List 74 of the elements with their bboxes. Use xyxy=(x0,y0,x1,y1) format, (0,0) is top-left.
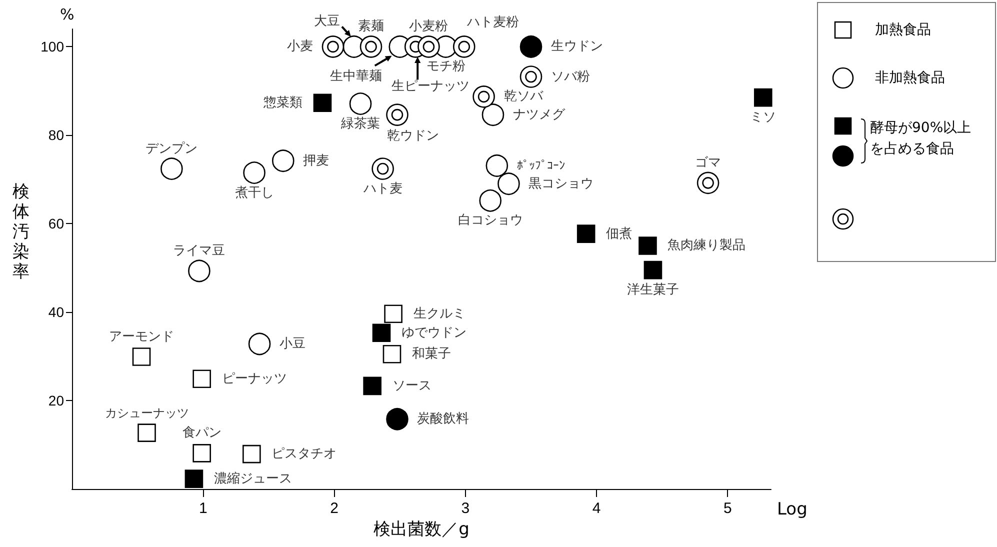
annotation: 乾ソバ xyxy=(504,89,544,104)
annotation: 素麺 xyxy=(358,19,384,34)
annotation: 小麦 xyxy=(286,39,313,54)
annotation: デンプン xyxy=(146,141,198,156)
annotation: ﾎﾟｯﾌﾟｺｰﾝ xyxy=(516,158,565,173)
annotation: ミソ xyxy=(750,110,776,126)
legend-label: 加熱食品 xyxy=(875,21,931,39)
y-tick-label: 40 xyxy=(48,304,64,320)
text: Log xyxy=(777,500,808,520)
annotation: 乾ウドン xyxy=(387,128,440,144)
y-tick-label: 100 xyxy=(40,38,64,55)
annotation: ハト麦 xyxy=(362,181,402,196)
point xyxy=(192,444,211,462)
annotation: カシューナッツ xyxy=(104,406,189,420)
annotation: ライマ豆 xyxy=(173,243,226,258)
annotation: 白コショウ xyxy=(458,213,523,228)
annotation: 小豆 xyxy=(280,336,306,352)
annotation: 押麦 xyxy=(303,153,330,168)
annotation: 食パン xyxy=(182,426,222,441)
point xyxy=(184,470,204,488)
annotation: 大豆 xyxy=(314,14,340,30)
annotation: 生中華麺 xyxy=(330,69,382,84)
annotation: 魚肉練り製品 xyxy=(668,238,746,254)
annotation: ソバ粉 xyxy=(551,69,590,84)
annotation: 緑茶葉 xyxy=(340,116,380,132)
annotation: 小麦粉 xyxy=(409,19,448,34)
annotation: 生クルミ xyxy=(413,306,466,322)
point xyxy=(138,424,156,442)
point xyxy=(363,376,382,396)
annotation: 佃煮 xyxy=(606,226,632,242)
annotation: 惣菜類 xyxy=(262,95,302,110)
x-tick-label: 4 xyxy=(592,500,601,517)
annotation: ソース xyxy=(392,378,432,394)
legend-label: 酵母が90%以上を占める食品 xyxy=(870,119,972,159)
x-tick-label: 1 xyxy=(198,500,208,517)
point xyxy=(638,236,657,255)
annotation: アーモンド xyxy=(109,329,174,344)
point xyxy=(644,260,662,280)
annotation: 炭酸飲料 xyxy=(417,412,470,427)
x-axis-title: 検出菌数／g xyxy=(374,520,470,540)
annotation: 和菓子 xyxy=(412,346,451,362)
y-axis-title: 検体汚染率 xyxy=(12,182,30,282)
x-tick-label: 2 xyxy=(330,500,338,517)
annotation: 生ピーナッツ xyxy=(392,79,470,94)
point xyxy=(132,348,151,366)
annotation: 洋生菓子 xyxy=(626,282,679,298)
point xyxy=(520,36,542,58)
point xyxy=(386,408,408,430)
annotation: ハト麦粉 xyxy=(466,15,520,30)
x-tick-label: 5 xyxy=(724,500,732,517)
annotation: ピーナッツ xyxy=(222,371,287,386)
point xyxy=(384,304,402,323)
point xyxy=(372,324,391,342)
annotation: ゆでウドン xyxy=(402,325,466,340)
y-tick-label: 60 xyxy=(48,216,64,232)
annotation: ピスタチオ xyxy=(272,446,337,462)
legend-label: 非加熱食品 xyxy=(875,69,945,87)
point xyxy=(192,370,211,388)
y-tick-label: 80 xyxy=(48,127,64,144)
annotation: 生ウドン xyxy=(551,39,604,54)
point xyxy=(242,444,261,464)
annotation: ゴマ xyxy=(695,155,722,170)
point xyxy=(576,224,596,243)
annotation: 黒コショウ xyxy=(528,176,594,192)
text: % xyxy=(60,6,74,24)
x-tick-label: 3 xyxy=(461,500,470,517)
y-tick-label: 20 xyxy=(48,392,64,409)
point xyxy=(754,88,772,107)
point xyxy=(313,94,332,112)
point xyxy=(382,344,402,364)
annotation: 煮干し xyxy=(234,185,274,200)
annotation: 濃縮ジュース xyxy=(214,471,292,486)
annotation: モチ粉 xyxy=(426,59,466,74)
annotation: ナツメグ xyxy=(512,107,566,122)
